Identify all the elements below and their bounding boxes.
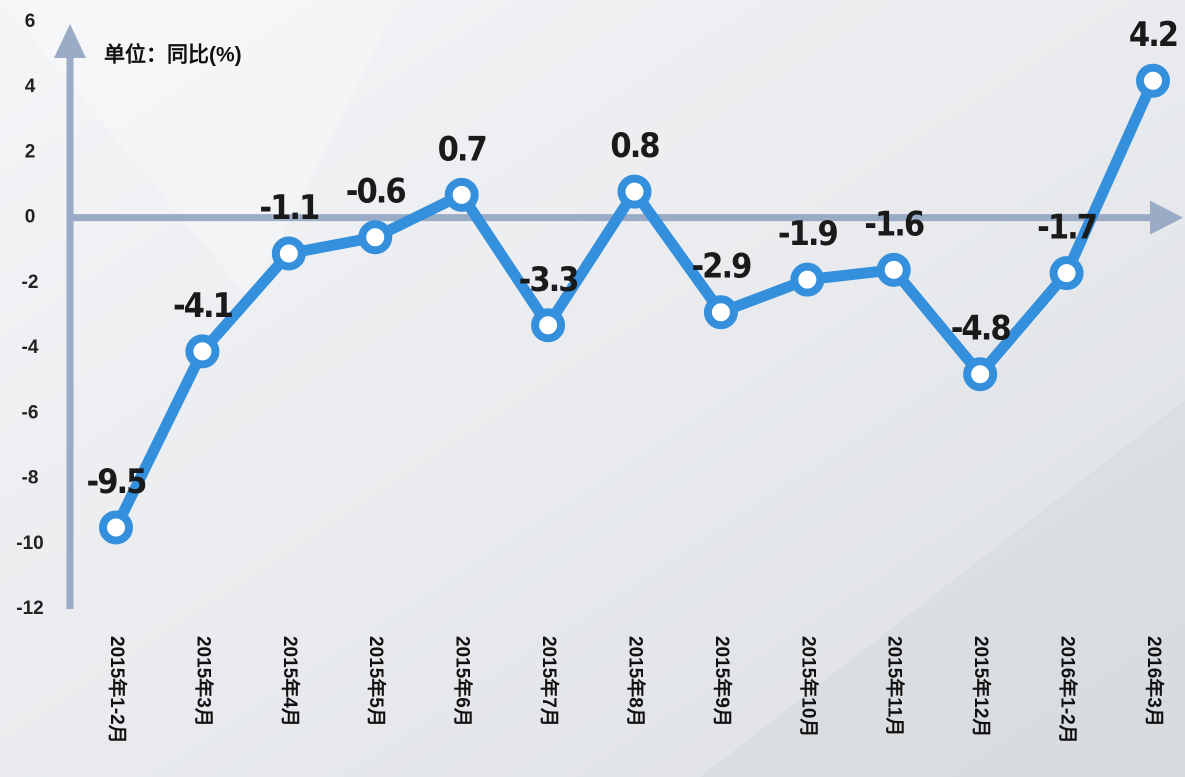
y-tick-label: -4	[22, 337, 39, 358]
point	[185, 334, 220, 369]
y-tick-label: -12	[16, 598, 43, 619]
value-label: -4.8	[951, 309, 1011, 349]
point	[271, 236, 306, 271]
x-tick-label: 2016年3月	[1143, 636, 1166, 727]
x-tick-label: 2015年9月	[711, 636, 734, 727]
value-label: -4.1	[173, 286, 233, 326]
point	[531, 308, 566, 343]
y-tick-label: -10	[16, 533, 43, 554]
value-label: -9.5	[87, 462, 147, 502]
x-tick-label: 2015年5月	[365, 636, 388, 727]
value-label: -3.3	[519, 260, 578, 300]
bg-shape	[700, 400, 1185, 777]
x-tick-label: 2015年10月	[797, 636, 820, 737]
y-tick-label: -6	[22, 402, 39, 423]
value-label: -1.1	[259, 188, 319, 228]
value-label: -1.7	[1037, 208, 1096, 248]
x-tick-label: 2015年6月	[452, 636, 475, 727]
y-tick-label: 6	[25, 11, 36, 32]
y-tick-label: -8	[22, 468, 39, 489]
x-tick-label: 2015年7月	[538, 636, 561, 727]
x-axis-arrow	[1150, 200, 1183, 235]
x-tick-label: 2016年1-2月	[1057, 636, 1080, 744]
bg-shape	[0, 0, 400, 300]
y-tick-label: -2	[22, 272, 39, 293]
point	[703, 295, 738, 330]
point	[963, 357, 998, 392]
x-tick-label: 2015年1-2月	[106, 636, 129, 744]
point	[790, 262, 825, 297]
value-label: 4.2	[1129, 15, 1177, 55]
value-label: -2.9	[691, 247, 751, 287]
value-label: -1.6	[864, 204, 924, 244]
point	[444, 177, 479, 212]
x-tick-label: 2015年12月	[970, 636, 993, 737]
x-tick-label: 2015年8月	[624, 636, 647, 727]
point	[99, 510, 133, 545]
value-label: 0.7	[438, 129, 486, 169]
y-tick-label: 4	[25, 76, 36, 97]
x-tick-label: 2015年4月	[279, 636, 302, 727]
value-label: -0.6	[346, 172, 406, 212]
value-label: -1.9	[778, 214, 838, 254]
point	[1049, 256, 1084, 291]
point	[876, 252, 911, 287]
axis-label: 单位：同比(%)	[104, 43, 242, 67]
point	[617, 174, 652, 209]
value-label: 0.8	[610, 126, 659, 166]
point	[1136, 63, 1170, 98]
y-axis-arrow	[54, 24, 86, 58]
y-tick-label: 0	[25, 207, 36, 228]
x-tick-label: 2015年11月	[884, 636, 907, 736]
y-tick-label: 2	[25, 141, 36, 162]
x-tick-label: 2015年3月	[192, 636, 215, 727]
point	[358, 220, 393, 255]
